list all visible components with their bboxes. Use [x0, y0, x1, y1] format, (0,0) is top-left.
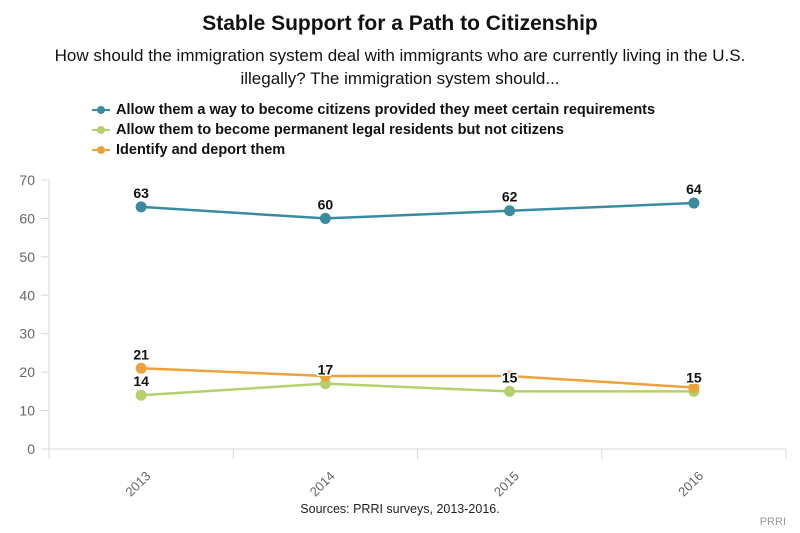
- data-point: [135, 362, 147, 374]
- y-tick-label: 20: [19, 364, 35, 380]
- legend-marker-icon: [92, 144, 110, 156]
- data-label: 62: [502, 189, 518, 205]
- credit-label: PRRI: [759, 516, 786, 528]
- chart-subtitle: How should the immigration system deal w…: [54, 46, 746, 88]
- data-label: 60: [318, 196, 334, 212]
- data-label: 63: [133, 185, 149, 201]
- y-tick-label: 40: [19, 287, 35, 303]
- legend-marker-icon: [92, 124, 110, 136]
- y-tick-label: 0: [27, 441, 35, 457]
- legend-marker-icon: [92, 104, 110, 116]
- data-point: [688, 197, 700, 209]
- y-tick-label: 10: [19, 403, 35, 419]
- x-tick-label: 2016: [675, 468, 706, 499]
- series-line: [141, 367, 694, 389]
- legend-item-residency[interactable]: Allow them to become permanent legal res…: [92, 120, 655, 140]
- source-note: Sources: PRRI surveys, 2013-2016.: [300, 502, 500, 516]
- data-point: [319, 378, 331, 390]
- data-point: [319, 370, 331, 382]
- y-tick-label: 50: [19, 249, 35, 265]
- legend-item-citizenship[interactable]: Allow them a way to become citizens prov…: [92, 100, 655, 120]
- data-point: [688, 382, 700, 394]
- data-label: 15: [686, 369, 702, 385]
- data-label: 17: [318, 362, 334, 378]
- data-label: 21: [133, 346, 149, 362]
- legend-label: Allow them to become permanent legal res…: [116, 122, 564, 138]
- legend-label: Identify and deport them: [116, 142, 286, 158]
- legend-label: Allow them a way to become citizens prov…: [116, 102, 656, 118]
- y-tick-label: 70: [19, 172, 35, 188]
- series-line: [141, 201, 694, 220]
- data-point: [319, 212, 331, 224]
- data-label: 64: [686, 181, 702, 197]
- chart-title: Stable Support for a Path to Citizenship: [202, 12, 598, 35]
- data-point: [135, 201, 147, 213]
- legend-item-deport[interactable]: Identify and deport them: [92, 140, 655, 160]
- data-point: [504, 385, 516, 397]
- x-tick-label: 2013: [122, 468, 153, 499]
- series-line: [141, 382, 694, 397]
- legend: Allow them a way to become citizens prov…: [92, 100, 655, 160]
- y-tick-label: 60: [19, 210, 35, 226]
- data-point: [504, 205, 516, 217]
- line-chart: 0 10 20 30 40 50 60 70 2013 2014 2015 2016 14 17 15 15 2…: [19, 172, 787, 499]
- data-label: 15: [502, 369, 518, 385]
- data-point: [504, 370, 516, 382]
- y-tick-label: 30: [19, 326, 35, 342]
- data-label: 14: [133, 373, 149, 389]
- data-point: [135, 389, 147, 401]
- x-tick-label: 2014: [307, 468, 338, 499]
- x-tick-label: 2015: [491, 468, 522, 499]
